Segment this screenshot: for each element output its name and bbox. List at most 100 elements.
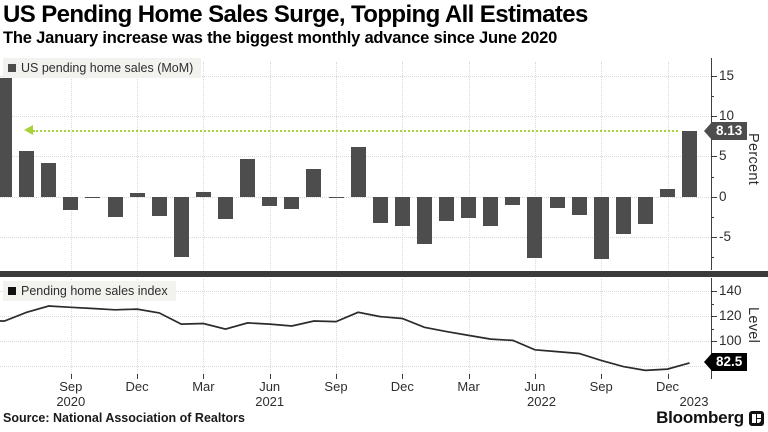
bar-jun-2020 [0,77,12,197]
y-axis-tick-label: 5 [719,148,727,164]
x-axis-year-label: 2021 [255,394,285,409]
bar-oct-2020 [85,196,101,199]
vertical-gridline [468,62,470,270]
vertical-gridline [269,62,271,270]
x-axis-year-label: 2022 [527,394,556,409]
x-axis-month-label: Jun [259,379,281,394]
bar-sep-2022 [593,196,609,260]
bar-aug-2022 [571,196,587,216]
page-subtitle: The January increase was the biggest mon… [3,29,558,47]
y-axis-tick-label: 140 [719,283,742,298]
vertical-gridline [137,62,139,270]
y-axis-tick [711,116,717,118]
x-axis-tick [203,374,205,379]
y-axis-tick-label: 15 [719,67,735,83]
bar-jan-2023 [682,131,698,197]
bar-jan-2022 [416,196,432,245]
bar-nov-2022 [637,196,653,225]
bar-aug-2020 [41,162,57,197]
y-axis-minor-tick [711,176,714,178]
vertical-gridline [336,279,337,374]
bar-apr-2022 [483,196,499,227]
bar-jul-2022 [549,196,565,208]
vertical-gridline [534,62,536,270]
vertical-gridline [203,279,205,374]
bar-may-2022 [505,196,521,205]
x-axis-month-label: Mar [457,379,480,394]
bar-may-2021 [240,158,256,197]
bar-oct-2021 [350,146,366,197]
panel-divider [0,271,768,277]
horizontal-gridline [0,116,711,118]
annotation-arrowhead-icon [24,125,33,136]
pending-home-sales-index-line [0,305,690,372]
vertical-gridline [137,279,139,374]
x-axis-month-label: Dec [390,379,414,394]
y-axis-tick [711,156,717,158]
x-axis-month-label: Sep [59,379,83,394]
y-axis-minor-tick [711,96,714,98]
vertical-gridline [601,62,603,270]
y-axis-tick [711,75,717,77]
brand-mark: Bloomberg [656,408,764,428]
y-axis-title-level: Level [745,307,761,344]
x-axis-month-label: Dec [655,379,680,394]
bloomberg-logo-icon [749,410,764,426]
y-axis-tick-label: 0 [719,188,727,204]
y-axis-tick-label: 10 [719,108,735,124]
vertical-gridline [402,279,404,374]
vertical-gridline [667,62,669,270]
x-axis-month-label: Sep [324,379,348,394]
bar-mar-2021 [195,191,211,197]
last-value-badge-tip-icon [704,353,712,372]
x-axis-tick [336,374,337,379]
vertical-gridline [667,279,669,374]
x-axis-year-label: 2020 [56,394,86,409]
bar-jan-2021 [151,196,167,216]
bar-nov-2021 [372,196,388,224]
x-axis-month-label: Dec [125,379,149,394]
vertical-gridline [402,62,404,270]
x-axis-month-label: Jun [524,379,546,394]
vertical-gridline [336,62,337,270]
legend-top-panel: US pending home sales (MoM) [3,58,202,78]
y-axis-minor-tick [711,257,714,259]
y-axis-tick [711,291,717,292]
line-series [0,305,690,372]
legend-top-label: US pending home sales (MoM) [21,61,194,75]
bar-dec-2021 [394,196,410,226]
bloomberg-wordmark: Bloomberg [656,408,744,427]
bar-sep-2020 [63,196,79,210]
annotation-arrow-line [33,130,678,133]
bar-nov-2020 [107,196,123,217]
bar-jul-2020 [19,150,35,197]
x-axis-tick [137,374,139,379]
y-axis-title-percent: Percent [745,133,761,186]
vertical-gridline [203,62,205,270]
horizontal-gridline [0,366,711,367]
y-axis-line [711,278,712,379]
legend-bottom-label: Pending home sales index [21,284,168,298]
y-axis-tick [711,316,717,317]
y-axis-tick-label: 100 [719,333,742,348]
bar-mar-2022 [461,196,477,219]
legend-swatch-icon [8,287,16,295]
last-value-badge-tip-icon [704,121,712,140]
vertical-gridline [468,279,470,374]
x-axis-tick [70,374,72,379]
horizontal-gridline [0,291,711,292]
bar-apr-2021 [218,196,233,220]
vertical-gridline [70,279,72,374]
y-axis-minor-tick [711,216,714,218]
x-axis-month-label: Mar [192,379,215,394]
bar-dec-2020 [129,193,145,197]
x-axis-tick [468,374,470,379]
bar-aug-2021 [306,169,322,197]
y-axis-tick [711,341,717,342]
y-axis-tick [711,196,717,198]
y-axis-minor-tick [711,303,714,305]
x-axis-tick [601,374,603,379]
last-value-badge-level: 82.5 [712,353,748,372]
bar-feb-2022 [439,196,454,221]
